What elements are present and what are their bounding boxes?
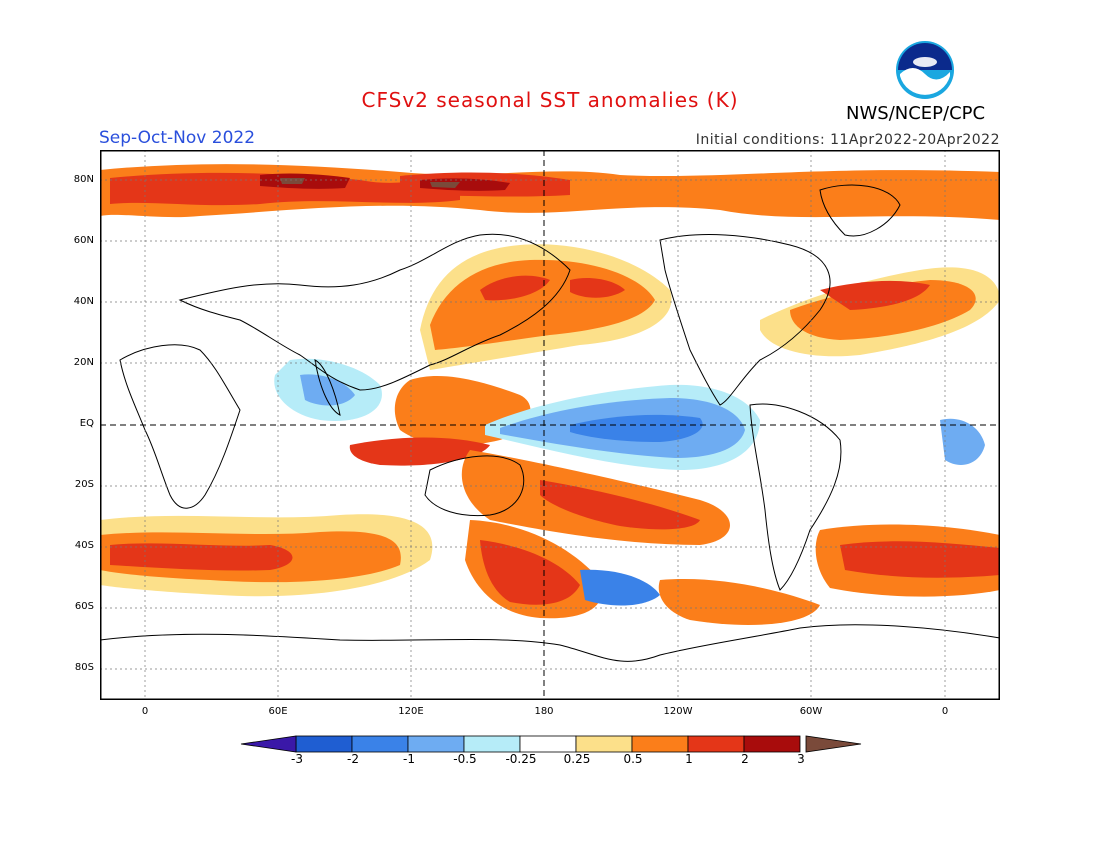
noaa-logo [896, 41, 954, 99]
colorbar-swatch [351, 735, 409, 753]
colorbar-swatch [575, 735, 633, 753]
lat-label: 40N [73, 296, 94, 307]
lat-label: 60N [73, 235, 94, 246]
lat-label: 80N [73, 174, 94, 185]
colorbar-label: 1 [685, 752, 693, 766]
colorbar-swatch [295, 735, 353, 753]
colorbar-label: 3 [797, 752, 805, 766]
colorbar-label: 2 [741, 752, 749, 766]
colorbar-swatch [631, 735, 689, 753]
colorbar-label: -2 [347, 752, 359, 766]
anomaly-shading [100, 164, 1000, 625]
colorbar-label: -3 [291, 752, 303, 766]
continent-outlines [100, 184, 1000, 662]
map-frame [100, 150, 1000, 700]
lon-label: 120W [663, 706, 693, 717]
colorbar-label: 0.25 [563, 752, 591, 766]
equator-dateline [100, 150, 1000, 700]
map-title: CFSv2 seasonal SST anomalies (K) [361, 88, 739, 112]
lon-label: 0 [941, 706, 949, 717]
lon-label: 60W [799, 706, 823, 717]
colorbar-swatch [687, 735, 745, 753]
colorbar-label: -0.5 [453, 752, 477, 766]
colorbar-swatches [295, 735, 801, 753]
colorbar-label: 0.5 [623, 752, 643, 766]
lat-label: 60S [74, 601, 94, 612]
lat-label: 20N [73, 357, 94, 368]
lat-label: 80S [74, 662, 94, 673]
graticule [100, 150, 1000, 700]
colorbar-label: -1 [403, 752, 415, 766]
colorbar-swatch [519, 735, 577, 753]
colorbar-high-arrow [805, 735, 862, 753]
lon-label: 60E [268, 706, 288, 717]
colorbar-swatch [463, 735, 521, 753]
lon-label: 120E [398, 706, 424, 717]
lat-label: 20S [74, 479, 94, 490]
lon-label: 180 [534, 706, 554, 717]
season-label: Sep-Oct-Nov 2022 [99, 128, 256, 148]
agency-label: NWS/NCEP/CPC [846, 103, 986, 124]
initial-conditions-label: Initial conditions: 11Apr2022-20Apr2022 [695, 132, 1000, 148]
colorbar-low-arrow [240, 735, 297, 753]
colorbar [240, 735, 862, 753]
colorbar-label: -0.25 [505, 752, 537, 766]
lat-label: 40S [74, 540, 94, 551]
sst-anomaly-map [100, 150, 1000, 700]
lon-label: 0 [141, 706, 149, 717]
colorbar-swatch [743, 735, 801, 753]
colorbar-swatch [407, 735, 465, 753]
lat-label: EQ [79, 418, 94, 429]
